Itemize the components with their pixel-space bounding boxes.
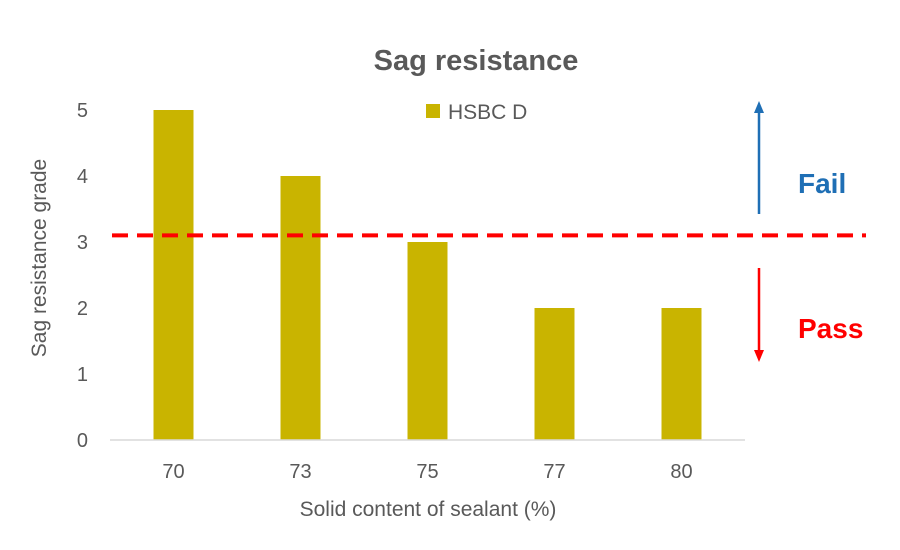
fail-arrow-up-icon (754, 101, 764, 214)
bar (407, 242, 448, 440)
bar (534, 308, 575, 440)
chart-title: Sag resistance (374, 45, 579, 77)
y-axis-label: Sag resistance grade (28, 159, 51, 357)
x-tick-label: 70 (162, 461, 184, 483)
x-tick-label: 80 (670, 461, 692, 483)
legend-label: HSBC D (448, 101, 527, 124)
y-tick-label: 4 (77, 166, 88, 188)
legend-swatch (426, 104, 440, 118)
fail-label: Fail (798, 168, 846, 199)
pass-label: Pass (798, 313, 863, 344)
y-tick-label: 2 (77, 298, 88, 320)
pass-arrow-down-icon (754, 268, 764, 362)
y-tick-label: 0 (77, 430, 88, 452)
x-axis-label: Solid content of sealant (%) (300, 498, 557, 521)
bar (280, 176, 321, 440)
legend: HSBC D (426, 101, 527, 124)
y-tick-label: 3 (77, 232, 88, 254)
y-tick-label: 5 (77, 100, 88, 122)
x-tick-label: 73 (289, 461, 311, 483)
bar (153, 110, 194, 440)
bars (153, 110, 702, 440)
bar (661, 308, 702, 440)
x-tick-label: 75 (416, 461, 438, 483)
y-axis-ticks: 0 1 2 3 4 5 (77, 100, 88, 452)
y-tick-label: 1 (77, 364, 88, 386)
x-axis-ticks: 70 73 75 77 80 (162, 461, 692, 483)
x-tick-label: 77 (543, 461, 565, 483)
